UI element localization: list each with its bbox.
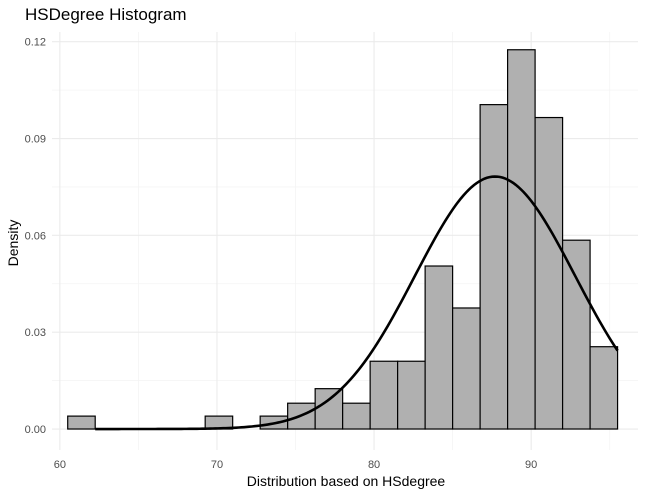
histogram-bar [589, 346, 619, 430]
y-tick-label: 0.06 [25, 230, 46, 242]
density-curve [95, 175, 619, 431]
histogram-bar [67, 415, 96, 430]
histogram-bar [534, 116, 564, 430]
x-tick-label: 60 [54, 459, 66, 471]
histogram-bar [561, 239, 591, 430]
histogram-bar [479, 104, 509, 430]
x-tick-label: 90 [525, 459, 537, 471]
histogram-bars [67, 49, 619, 430]
density-curve-layer [95, 175, 619, 431]
x-axis-ticks: 60 70 80 90 [54, 459, 538, 471]
histogram-bar [452, 307, 481, 430]
y-axis-title: Density [5, 220, 21, 267]
x-tick-label: 80 [368, 459, 380, 471]
histogram-bar [314, 388, 344, 430]
histogram-bar [507, 49, 536, 430]
y-axis-ticks: 0.00 0.03 0.06 0.09 0.12 [25, 37, 46, 436]
y-tick-label: 0.00 [25, 424, 46, 436]
x-axis-title: Distribution based on HSdegree [247, 473, 446, 489]
histogram-bar [342, 402, 371, 430]
histogram-bar [369, 360, 399, 430]
chart-title: HSDegree Histogram [25, 5, 187, 24]
histogram-bar [397, 360, 426, 430]
histogram-bar [424, 265, 454, 430]
y-tick-label: 0.09 [25, 134, 46, 146]
x-tick-label: 70 [211, 459, 223, 471]
y-tick-label: 0.03 [25, 327, 46, 339]
y-tick-label: 0.12 [25, 37, 46, 49]
